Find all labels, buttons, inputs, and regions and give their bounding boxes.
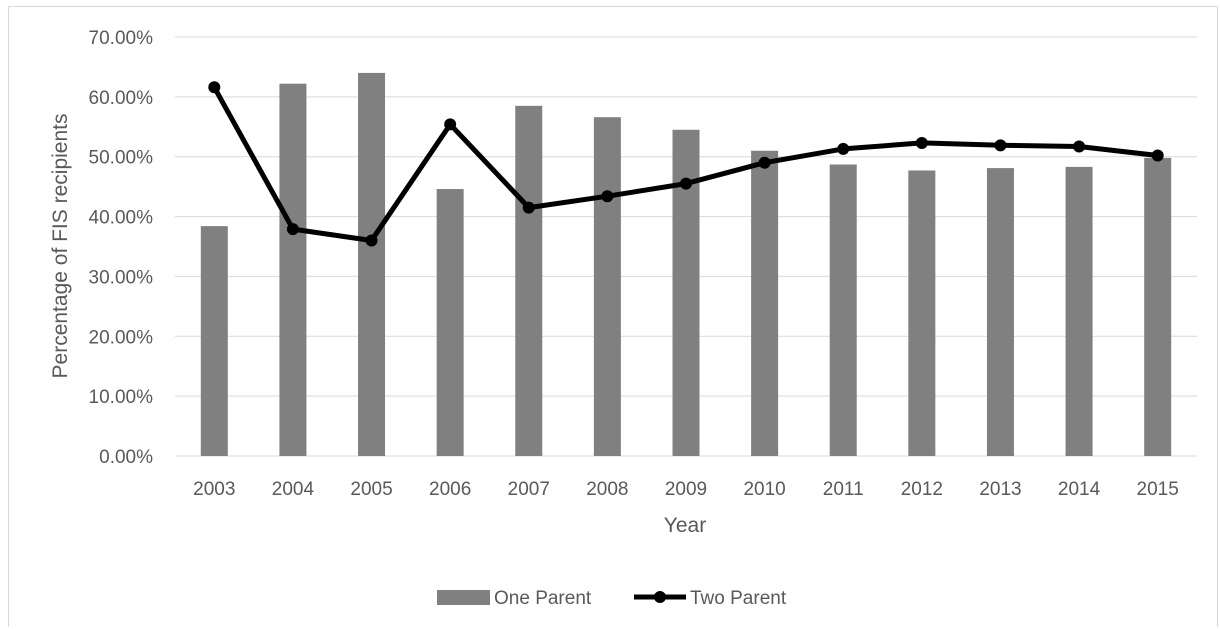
y-tick-label: 30.00% — [89, 267, 154, 288]
x-tick-label: 2015 — [1137, 479, 1179, 500]
x-tick-label: 2003 — [193, 479, 235, 500]
y-tick-label: 20.00% — [89, 327, 154, 348]
x-tick-label: 2012 — [901, 479, 943, 500]
y-tick-label: 40.00% — [89, 208, 154, 229]
x-tick-label: 2010 — [743, 479, 785, 500]
x-tick-label: 2014 — [1058, 479, 1101, 500]
point-two-parent — [1151, 149, 1164, 162]
bar-one-parent — [279, 83, 307, 456]
point-two-parent — [758, 156, 771, 169]
bar-one-parent — [436, 189, 464, 456]
point-two-parent — [522, 201, 535, 214]
bar-one-parent — [1065, 166, 1093, 456]
bar-one-parent — [358, 72, 386, 457]
one-parent-bars — [200, 72, 1172, 457]
point-two-parent — [915, 136, 928, 149]
bar-one-parent — [200, 226, 228, 456]
bar-one-parent — [593, 117, 621, 457]
x-axis-title: Year — [664, 514, 706, 537]
legend: One Parent Two Parent — [437, 588, 787, 609]
x-tick-label: 2008 — [586, 479, 628, 500]
y-axis-title: Percentage of FIS recipients — [49, 114, 72, 379]
x-tick-label: 2004 — [272, 479, 315, 500]
point-two-parent — [680, 177, 692, 190]
point-two-parent — [208, 81, 221, 94]
bar-one-parent — [986, 168, 1014, 456]
y-tick-labels: 0.00% 10.00% 20.00% 30.00% 40.00% 50.00% 60.00… — [89, 28, 154, 468]
bar-one-parent — [908, 170, 936, 456]
x-tick-label: 2006 — [429, 479, 471, 500]
point-two-parent — [444, 118, 457, 131]
point-two-parent — [837, 142, 850, 155]
bar-one-parent — [1144, 157, 1172, 456]
y-tick-label: 10.00% — [89, 387, 154, 408]
two-parent-markers — [208, 81, 1164, 247]
legend-label-one-parent: One Parent — [494, 588, 592, 609]
point-two-parent — [1073, 140, 1086, 153]
x-tick-label: 2005 — [350, 479, 392, 500]
legend-label-two-parent: Two Parent — [690, 588, 787, 609]
x-tick-labels: 2003 2004 2005 2006 2007 2008 2009 2010 2011 2012… — [193, 479, 1179, 500]
y-tick-label: 0.00% — [99, 447, 153, 468]
bar-one-parent — [829, 164, 857, 456]
bar-one-parent — [515, 105, 543, 456]
point-two-parent — [994, 139, 1007, 152]
point-two-parent — [286, 223, 299, 236]
x-tick-label: 2007 — [508, 479, 550, 500]
x-tick-label: 2013 — [979, 479, 1021, 500]
point-two-parent — [601, 190, 614, 203]
legend-swatch-two-parent-marker — [654, 591, 666, 603]
point-two-parent — [365, 234, 378, 247]
y-tick-label: 60.00% — [89, 88, 154, 109]
x-tick-label: 2009 — [665, 479, 707, 500]
legend-swatch-one-parent — [437, 590, 490, 605]
y-tick-label: 50.00% — [89, 148, 154, 169]
x-tick-label: 2011 — [823, 479, 864, 500]
bar-one-parent — [751, 150, 779, 456]
y-tick-label: 70.00% — [89, 28, 154, 49]
